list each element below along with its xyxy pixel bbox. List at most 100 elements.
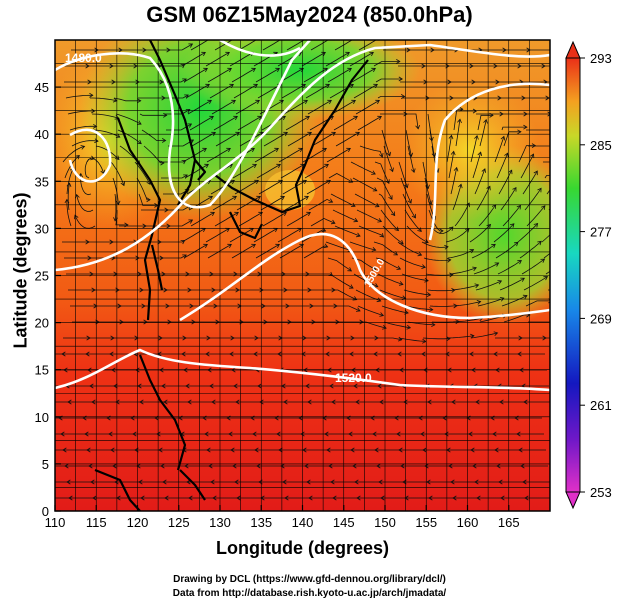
streamline-arrowhead	[472, 108, 478, 114]
streamline-arrowhead	[206, 447, 211, 453]
streamline-arrowhead	[453, 166, 459, 172]
streamline-arrowhead	[90, 155, 95, 161]
streamline	[358, 225, 384, 238]
coast-mindanao	[179, 469, 206, 501]
streamline	[326, 148, 351, 163]
streamline-arrowhead	[520, 463, 525, 469]
streamline-arrowhead	[517, 129, 522, 135]
streamline-arrowhead	[253, 351, 258, 357]
streamline-arrowhead	[410, 168, 416, 174]
streamline-arrowhead	[522, 294, 528, 300]
streamline-arrowhead	[400, 463, 405, 469]
streamline-arrowhead	[212, 495, 217, 501]
streamline-arrowhead	[493, 351, 498, 357]
streamline-arrowhead	[551, 48, 554, 52]
streamline-arrowhead	[351, 99, 356, 105]
streamline-arrowhead	[236, 495, 241, 501]
streamline-arrowhead	[452, 495, 457, 501]
streamline-arrowhead	[356, 495, 361, 501]
streamline-arrowhead	[328, 198, 334, 203]
streamline-arrowhead	[209, 115, 214, 121]
streamline	[139, 113, 167, 116]
streamline-arrowhead	[229, 351, 234, 357]
streamline-arrowhead	[188, 219, 194, 224]
streamline	[495, 241, 519, 259]
streamline	[475, 280, 502, 291]
streamline-arrowhead	[468, 431, 473, 437]
warm-region-east	[400, 80, 540, 220]
streamline	[254, 148, 279, 163]
streamline	[332, 209, 358, 222]
x-tick-label: 150	[374, 515, 396, 530]
streamline-arrowhead	[254, 179, 259, 185]
streamline-arrowhead	[299, 67, 304, 73]
streamline-arrowhead	[274, 147, 279, 153]
streamline-arrowhead	[398, 281, 404, 286]
streamline-arrowhead	[429, 307, 434, 312]
streamline-arrowhead	[403, 399, 408, 405]
streamline	[501, 295, 528, 307]
streamline-arrowhead	[481, 168, 486, 173]
streamline	[373, 241, 398, 256]
streamline-arrowhead	[494, 447, 499, 453]
streamline	[449, 267, 477, 275]
streamline-arrowhead	[84, 431, 89, 437]
streamline	[399, 257, 426, 268]
streamline-arrowhead	[493, 331, 499, 336]
streamline-arrowhead	[421, 264, 426, 269]
y-tick-label: 45	[35, 80, 49, 95]
streamline	[311, 132, 336, 147]
streamline-arrowhead	[37, 432, 40, 436]
streamline-arrowhead	[235, 131, 240, 137]
streamline	[446, 335, 474, 339]
streamline-arrowhead	[283, 399, 288, 405]
streamline-arrowhead	[331, 399, 336, 405]
x-tick-label: 120	[127, 515, 149, 530]
streamline-arrowhead	[226, 147, 231, 153]
credit-data: Data from http://database.rish.kyoto-u.a…	[172, 588, 447, 599]
streamline	[84, 157, 95, 179]
streamline	[517, 223, 538, 243]
streamline-arrowhead	[396, 265, 402, 270]
streamline-arrowhead	[89, 92, 94, 98]
streamline-arrowhead	[255, 99, 260, 105]
streamline-arrowhead	[374, 202, 380, 208]
streamline	[332, 289, 357, 301]
streamline	[356, 209, 382, 222]
streamline-arrowhead	[64, 198, 70, 204]
streamline-arrowhead	[509, 223, 515, 228]
streamline	[381, 305, 409, 314]
streamline-arrowhead	[185, 109, 191, 114]
streamline-arrowhead	[307, 131, 312, 137]
streamline-arrowhead	[227, 243, 232, 249]
streamline-arrowhead	[517, 351, 522, 357]
streamline-arrowhead	[323, 243, 329, 249]
streamline	[232, 164, 257, 179]
streamline-arrowhead	[210, 479, 215, 485]
streamline-arrowhead	[497, 280, 503, 285]
streamline-arrowhead	[301, 351, 306, 357]
streamline	[376, 177, 393, 200]
streamline-arrowhead	[373, 83, 378, 89]
streamline-arrowhead	[470, 333, 475, 339]
streamline	[355, 100, 380, 115]
streamline-arrowhead	[523, 399, 528, 405]
streamline-arrowhead	[431, 322, 436, 328]
streamline	[402, 193, 416, 219]
colorbar-label: 253	[590, 485, 612, 500]
streamline	[262, 40, 281, 51]
y-tick-label: 30	[35, 221, 49, 236]
streamline	[523, 276, 548, 291]
streamline	[349, 241, 376, 251]
streamline	[423, 257, 451, 261]
streamline	[191, 132, 216, 147]
streamline-arrowhead	[115, 133, 121, 138]
streamline-arrowhead	[380, 495, 385, 501]
streamline-arrowhead	[112, 463, 117, 469]
streamline-arrowhead	[421, 351, 426, 357]
colorbar-label: 293	[590, 51, 612, 66]
x-axis-title: Longitude (degrees)	[215, 538, 389, 558]
streamline-arrowhead	[379, 232, 385, 238]
y-tick-label: 25	[35, 269, 49, 284]
streamline-arrowhead	[369, 51, 374, 57]
